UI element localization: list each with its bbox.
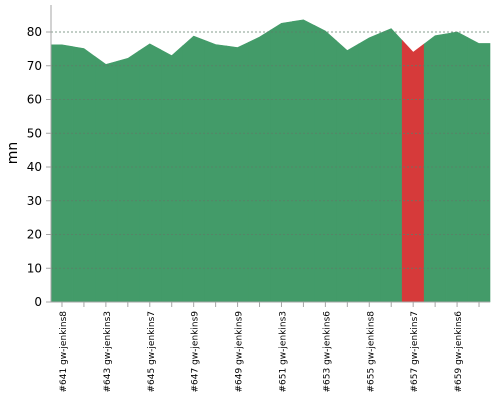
area-segment-build-651 [270, 21, 293, 303]
area-segment-build-656 [379, 28, 403, 303]
y-axis-label: mn [5, 142, 21, 165]
y-tick-label: 80 [27, 25, 42, 39]
x-tick-label: #653 gw-jenkins6 [322, 311, 332, 393]
x-tick-label: #649 gw-jenkins9 [235, 311, 245, 393]
area-segment-build-652 [292, 19, 315, 303]
area-segment-build-658 [423, 33, 447, 303]
y-tick-label: 50 [27, 126, 42, 140]
y-tick-label: 10 [27, 261, 42, 275]
y-axis-ticks: 0 10 20 30 40 50 60 70 80 [27, 25, 51, 309]
area-segment-build-647 [182, 35, 205, 303]
area-segment-build-657 [401, 39, 425, 303]
y-tick-label: 0 [34, 295, 42, 309]
y-tick-label: 40 [27, 160, 42, 174]
area-segment-build-641 [50, 44, 74, 303]
x-axis-ticks: #641 gw-jenkins8 #643 gw-jenkins3 #645 gw-… [59, 302, 480, 393]
gridlines [51, 31, 490, 269]
area-segment-build-650 [248, 29, 271, 303]
x-tick-label: #645 gw-jenkins7 [147, 311, 157, 392]
area-segment-build-646 [160, 45, 183, 303]
chart-area [50, 19, 491, 303]
area-segment-build-653 [314, 24, 337, 303]
area-segment-build-643 [94, 55, 118, 303]
x-tick-label: #647 gw-jenkins9 [191, 311, 201, 393]
x-tick-label: #655 gw-jenkins8 [366, 311, 376, 393]
area-segment-build-655 [357, 32, 381, 303]
x-tick-label: #643 gw-jenkins3 [103, 311, 113, 392]
area-segment-build-644 [116, 50, 140, 303]
axes [50, 5, 490, 303]
y-tick-label: 20 [27, 228, 42, 242]
x-tick-label: #641 gw-jenkins8 [59, 311, 69, 393]
area-segment-build-645 [138, 43, 162, 303]
x-tick-label: #657 gw-jenkins7 [410, 311, 420, 392]
area-segment-build-648 [204, 39, 227, 303]
x-tick-label: #659 gw-jenkins6 [454, 311, 464, 393]
area-segment-build-654 [336, 40, 359, 303]
x-tick-label: #651 gw-jenkins3 [278, 311, 288, 392]
area-segment-build-660 [467, 37, 491, 303]
y-tick-label: 60 [27, 93, 42, 107]
y-tick-label: 70 [27, 59, 42, 73]
area-segment-build-649 [226, 41, 249, 303]
y-tick-label: 30 [27, 194, 42, 208]
area-segment-build-642 [72, 46, 96, 303]
